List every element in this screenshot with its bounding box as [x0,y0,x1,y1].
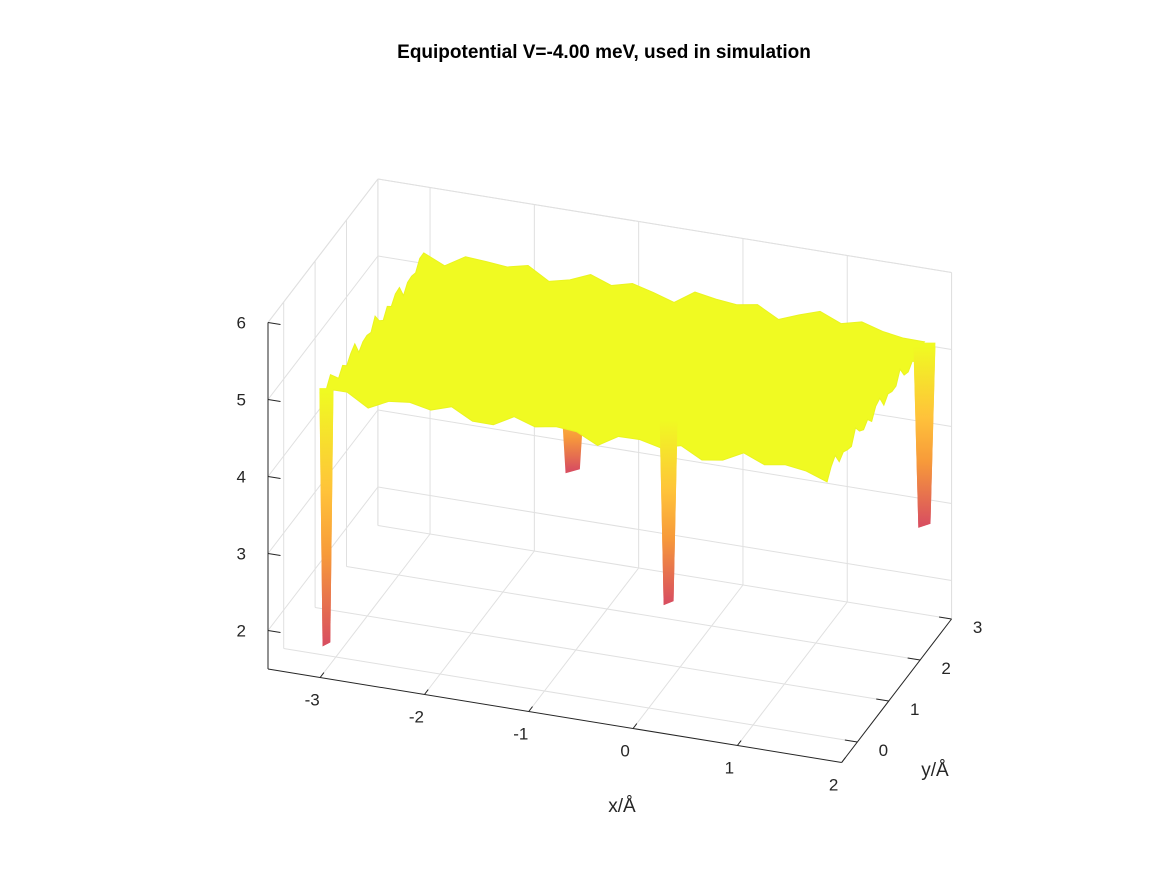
x-tick-label: -2 [409,708,424,727]
tick-labels: -3 -2 -1 0 1 2 0 1 2 3 2 3 4 5 6 [237,314,983,795]
surface-spike-front [319,388,334,647]
x-tick-mark [841,757,846,763]
y-tick-mark [844,739,858,743]
y-tick-label: 1 [910,700,919,719]
grid-line [319,533,431,678]
z-tick-label: 6 [237,314,246,333]
x-tick-mark [736,740,742,746]
x-axis-label: x/Å [608,796,636,817]
x-tick-label: -3 [305,691,320,710]
x-tick-mark [632,723,638,729]
z-tick-mark [267,553,281,557]
z-tick-label: 5 [237,391,246,410]
grid-line [424,550,535,695]
x-tick-mark [528,706,533,712]
grid-edge [377,178,952,273]
surface [319,252,936,647]
y-axis-line [841,618,952,763]
grid-lines [267,178,953,763]
z-tick-mark [267,630,281,634]
x-tick-label: 0 [620,742,629,761]
y-tick-mark [938,616,952,620]
surface-spike-front [659,416,678,606]
y-tick-mark [907,657,921,661]
z-tick-label: 2 [237,622,246,641]
z-tick-mark [267,399,281,403]
grid-line [632,584,744,729]
x-tick-label: 1 [725,759,734,778]
axes [267,322,952,763]
y-tick-label: 2 [941,659,950,678]
x-tick-label: 2 [829,776,838,795]
grid-line [528,567,640,712]
y-tick-mark [876,698,889,702]
surface-plateau [325,252,926,483]
surface-spike-front [913,342,936,528]
y-tick-label: 3 [973,618,982,637]
z-tick-label: 4 [237,468,246,487]
grid-line [283,648,858,743]
z-tick-mark [267,476,281,480]
grid-line [315,607,889,702]
y-axis-label: y/Å [921,760,949,781]
y-tick-label: 0 [879,741,888,760]
grid-edge [267,178,379,323]
x-axis-line [267,668,842,763]
chart-title: Equipotential V=-4.00 meV, used in simul… [397,42,811,63]
x-tick-label: -1 [513,725,528,744]
z-tick-mark [267,322,281,326]
grid-line [267,255,379,400]
grid-line [346,566,921,661]
x-tick-mark [424,689,429,695]
z-tick-label: 3 [237,545,246,564]
grid-line [736,601,848,746]
x-tick-mark [319,672,325,678]
